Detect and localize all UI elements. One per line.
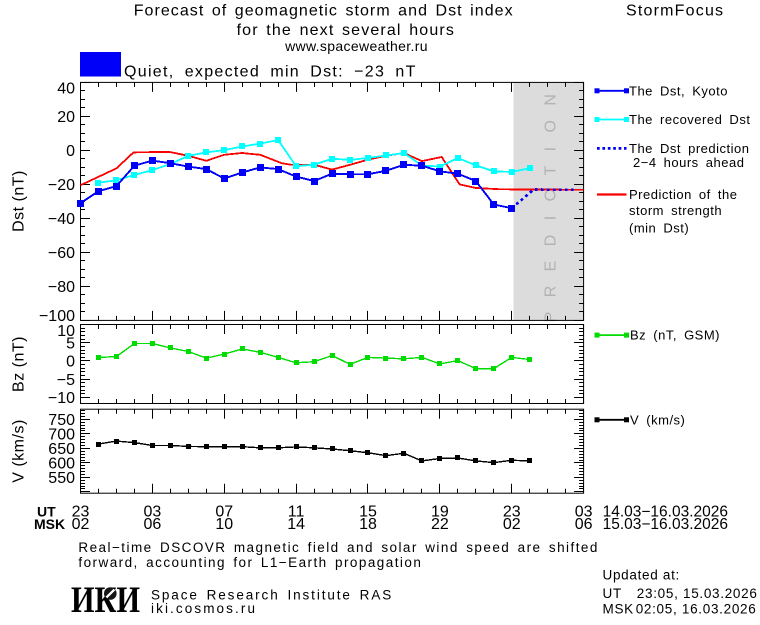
svg-text:www.spaceweather.ru: www.spaceweather.ru bbox=[284, 38, 428, 54]
svg-text:for the next several hours: for the next several hours bbox=[237, 22, 455, 39]
svg-text:23: 23 bbox=[503, 504, 521, 521]
svg-text:storm strength: storm strength bbox=[629, 203, 722, 218]
svg-text:Prediction of the: Prediction of the bbox=[629, 187, 737, 202]
svg-text:(min Dst): (min Dst) bbox=[629, 221, 689, 236]
svg-text:03: 03 bbox=[575, 504, 593, 521]
svg-text:15: 15 bbox=[359, 504, 377, 521]
svg-text:Updated at:: Updated at: bbox=[603, 567, 681, 582]
svg-text:−80: −80 bbox=[48, 279, 75, 296]
svg-text:−60: −60 bbox=[48, 245, 75, 262]
svg-text:22: 22 bbox=[431, 516, 449, 533]
svg-text:Forecast of geomagnetic storm: Forecast of geomagnetic storm and Dst in… bbox=[134, 2, 514, 19]
svg-text:18: 18 bbox=[359, 516, 377, 533]
svg-text:10: 10 bbox=[215, 516, 233, 533]
svg-text:5: 5 bbox=[66, 336, 75, 353]
svg-text:Bz (nT, GSM): Bz (nT, GSM) bbox=[630, 328, 720, 343]
svg-text:11: 11 bbox=[288, 504, 305, 521]
svg-text:MSK: MSK bbox=[603, 602, 634, 617]
svg-text:650: 650 bbox=[48, 441, 75, 458]
svg-text:06: 06 bbox=[575, 516, 593, 533]
svg-text:Space Research Institute RAS: Space Research Institute RAS bbox=[151, 588, 393, 603]
svg-text:07: 07 bbox=[215, 504, 233, 521]
svg-text:23: 23 bbox=[72, 504, 90, 521]
svg-text:−10: −10 bbox=[48, 390, 75, 407]
svg-text:MSK: MSK bbox=[34, 516, 65, 532]
svg-text:2−4 hours ahead: 2−4 hours ahead bbox=[633, 155, 744, 170]
svg-text:0: 0 bbox=[66, 143, 75, 160]
svg-text:02: 02 bbox=[503, 516, 521, 533]
svg-text:14.03−16.03.2026: 14.03−16.03.2026 bbox=[603, 504, 728, 521]
svg-text:750: 750 bbox=[48, 412, 75, 429]
svg-text:The recovered Dst: The recovered Dst bbox=[629, 112, 750, 127]
svg-text:Real−time DSCOVR magnetic fiel: Real−time DSCOVR magnetic field and sola… bbox=[78, 540, 598, 555]
svg-text:UT: UT bbox=[37, 504, 56, 520]
svg-text:forward, accounting for L1−Ear: forward, accounting for L1−Earth propaga… bbox=[78, 555, 422, 570]
svg-text:−20: −20 bbox=[48, 177, 75, 194]
svg-text:−40: −40 bbox=[48, 211, 75, 228]
svg-text:iki.cosmos.ru: iki.cosmos.ru bbox=[151, 601, 257, 616]
svg-text:PREDICTION: PREDICTION bbox=[543, 80, 560, 323]
svg-text:550: 550 bbox=[48, 470, 75, 487]
svg-text:03: 03 bbox=[143, 504, 161, 521]
svg-text:20: 20 bbox=[57, 109, 75, 126]
svg-text:−100: −100 bbox=[39, 308, 75, 325]
svg-text:02:05, 16.03.2026: 02:05, 16.03.2026 bbox=[636, 602, 757, 617]
svg-text:Quiet, expected min Dst: −23 n: Quiet, expected min Dst: −23 nT bbox=[124, 63, 417, 80]
svg-text:StormFocus: StormFocus bbox=[626, 2, 724, 19]
svg-text:−5: −5 bbox=[57, 372, 75, 389]
svg-text:600: 600 bbox=[48, 456, 75, 473]
svg-text:15.03−16.03.2026: 15.03−16.03.2026 bbox=[603, 516, 728, 533]
svg-text:06: 06 bbox=[143, 516, 161, 533]
svg-text:ИКИ: ИКИ bbox=[71, 580, 140, 620]
svg-text:02: 02 bbox=[72, 516, 90, 533]
svg-text:The Dst, Kyoto: The Dst, Kyoto bbox=[629, 83, 728, 98]
svg-text:The Dst prediction: The Dst prediction bbox=[629, 141, 750, 156]
svg-text:0: 0 bbox=[66, 354, 75, 371]
svg-text:10: 10 bbox=[57, 323, 75, 340]
svg-text:V (km/s): V (km/s) bbox=[11, 419, 28, 483]
svg-text:14: 14 bbox=[287, 516, 305, 533]
svg-text:23:05, 15.03.2026: 23:05, 15.03.2026 bbox=[637, 586, 758, 601]
svg-text:Bz (nT): Bz (nT) bbox=[11, 336, 28, 392]
svg-text:40: 40 bbox=[57, 81, 75, 98]
svg-text:Dst (nT): Dst (nT) bbox=[11, 170, 28, 232]
svg-text:UT: UT bbox=[603, 586, 622, 601]
svg-text:V (km/s): V (km/s) bbox=[630, 412, 685, 427]
svg-text:19: 19 bbox=[431, 504, 449, 521]
svg-text:700: 700 bbox=[48, 427, 75, 444]
